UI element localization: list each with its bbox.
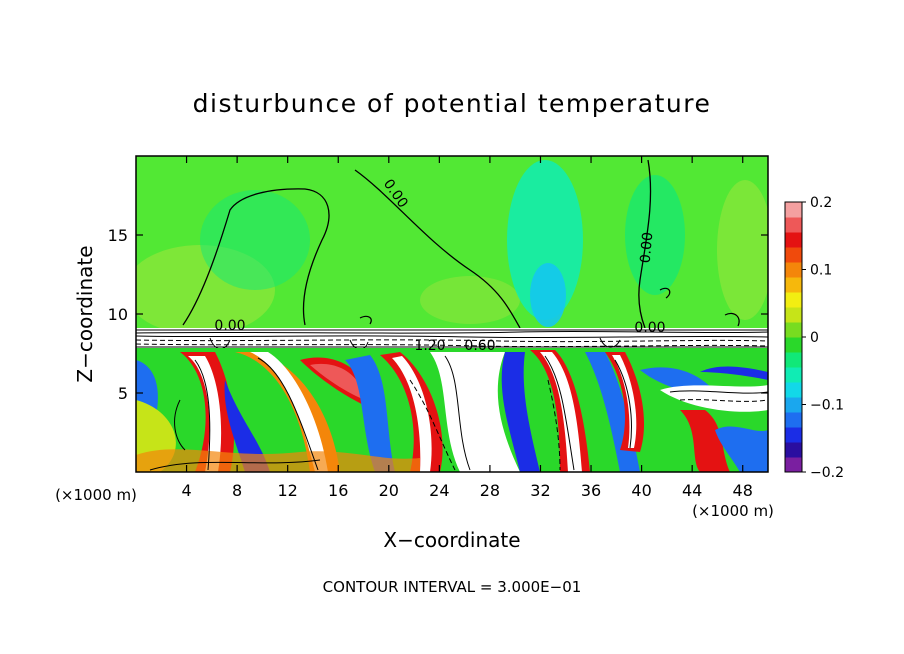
chart-title: disturbunce of potential temperature [193, 89, 712, 118]
warm-patch-mid [420, 276, 520, 324]
colorbar-swatch [785, 337, 802, 353]
y-tick-label: 15 [108, 226, 128, 245]
x-tick-label: 12 [278, 481, 298, 500]
colorbar-swatch [785, 292, 802, 308]
inversion-contours [136, 329, 768, 350]
contour-line [659, 287, 671, 299]
x-axis: 4 8 12 16 20 24 28 32 36 40 44 48 [181, 156, 753, 500]
x-unit-right: (×1000 m) [692, 502, 774, 520]
colorbar-swatch [785, 397, 802, 413]
contour-label: 0.00 [638, 231, 657, 263]
contour-label: 0.60 [464, 338, 495, 354]
colorbar-swatch [785, 367, 802, 383]
x-tick-label: 40 [631, 481, 651, 500]
x-tick-label: 4 [181, 481, 191, 500]
x-tick-label: 16 [328, 481, 348, 500]
y-axis-label: Z−coordinate [73, 245, 97, 382]
x-axis-label: X−coordinate [383, 528, 520, 552]
x-tick-label: 24 [429, 481, 449, 500]
x-tick-label: 32 [530, 481, 550, 500]
warm-patch-right [717, 180, 768, 320]
contour-label: 1.20 [414, 338, 445, 354]
colorbar-swatch [785, 427, 802, 443]
x-unit-left: (×1000 m) [55, 486, 137, 504]
x-tick-label: 36 [581, 481, 601, 500]
x-tick-label: 20 [379, 481, 399, 500]
y-axis: 5 10 15 [108, 226, 768, 403]
colorbar-swatch [785, 442, 802, 458]
y-tick-label: 10 [108, 305, 128, 324]
colorbar-swatch [785, 277, 802, 293]
colorbar-swatch [785, 202, 802, 218]
x-tick-label: 48 [733, 481, 753, 500]
colorbar-swatch [785, 412, 802, 428]
contour-line [638, 159, 652, 329]
contour-interval-note: CONTOUR INTERVAL = 3.000E−01 [323, 578, 582, 596]
colorbar: 0.2 0.1 0 −0.1 −0.2 [784, 195, 844, 481]
boundary-layer [136, 348, 768, 472]
contour-line [354, 169, 521, 329]
colorbar-tick-label: −0.2 [810, 465, 844, 481]
colorbar-swatch [785, 247, 802, 263]
x-tick-label: 8 [232, 481, 242, 500]
x-tick-label: 44 [682, 481, 702, 500]
colorbar-swatch [785, 352, 802, 368]
cool-patch-right [625, 175, 685, 295]
colorbar-swatch [785, 322, 802, 338]
contour-line [182, 188, 330, 326]
cold-core [530, 263, 566, 327]
colorbar-swatch [785, 217, 802, 233]
colorbar-tick-label: 0.2 [810, 195, 832, 211]
heatmap-field [136, 156, 768, 472]
colorbar-swatch [785, 307, 802, 323]
contour-line [359, 315, 372, 325]
cool-patch-left [200, 190, 310, 290]
contour-line [724, 312, 740, 327]
colorbar-swatch [785, 232, 802, 248]
y-tick-label: 5 [118, 384, 128, 403]
colorbar-swatch [785, 262, 802, 278]
colorbar-swatch [785, 457, 802, 473]
contour-label: 0.00 [214, 318, 245, 334]
cool-patch [507, 160, 583, 320]
contour-label: 0.00 [634, 320, 665, 336]
colorbar-tick-label: 0.1 [810, 263, 832, 279]
colorbar-tick-label: 0 [810, 330, 819, 346]
colorbar-tick-label: −0.1 [810, 398, 844, 414]
colorbar-swatch [785, 382, 802, 398]
x-tick-label: 28 [480, 481, 500, 500]
